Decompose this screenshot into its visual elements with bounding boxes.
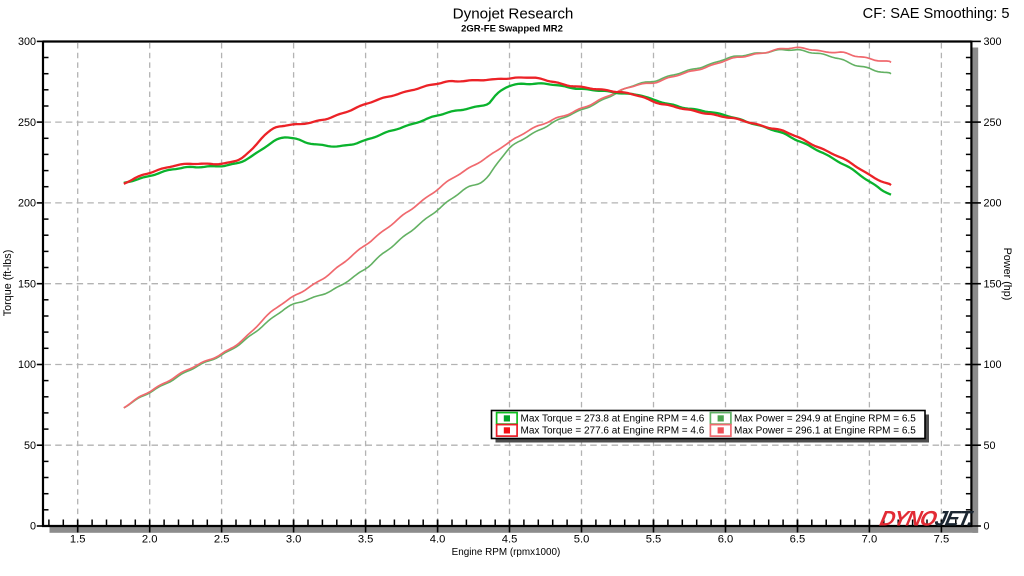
svg-text:Power (hp): Power (hp) [1001, 248, 1013, 301]
svg-text:1.5: 1.5 [70, 534, 86, 546]
svg-text:300: 300 [984, 36, 1002, 48]
svg-text:100: 100 [18, 359, 36, 371]
svg-text:5.0: 5.0 [574, 534, 590, 546]
svg-text:0: 0 [30, 521, 36, 533]
svg-text:150: 150 [18, 278, 36, 290]
svg-text:250: 250 [18, 117, 36, 129]
svg-text:6.5: 6.5 [790, 534, 806, 546]
svg-text:2.0: 2.0 [142, 534, 158, 546]
svg-text:4.0: 4.0 [430, 534, 446, 546]
svg-text:2.5: 2.5 [214, 534, 230, 546]
svg-text:Max Power = 294.9 at Engine RP: Max Power = 294.9 at Engine RPM = 6.5 [734, 414, 916, 425]
svg-text:Engine RPM (rpmx1000): Engine RPM (rpmx1000) [452, 547, 561, 558]
svg-text:DYNOJET.: DYNOJET. [878, 507, 976, 531]
svg-text:50: 50 [984, 440, 996, 452]
svg-text:6.0: 6.0 [718, 534, 734, 546]
svg-text:300: 300 [18, 36, 36, 48]
svg-text:2GR-FE Swapped MR2: 2GR-FE Swapped MR2 [461, 24, 563, 35]
svg-text:Max Power = 296.1 at Engine RP: Max Power = 296.1 at Engine RPM = 6.5 [734, 426, 916, 437]
svg-text:250: 250 [984, 117, 1002, 129]
svg-text:3.0: 3.0 [286, 534, 302, 546]
svg-text:200: 200 [18, 198, 36, 210]
svg-text:Torque (ft-lbs): Torque (ft-lbs) [2, 250, 14, 317]
svg-text:7.5: 7.5 [934, 534, 950, 546]
svg-text:4.5: 4.5 [502, 534, 518, 546]
svg-text:CF: SAE Smoothing: 5: CF: SAE Smoothing: 5 [863, 6, 1010, 22]
svg-text:5.5: 5.5 [646, 534, 662, 546]
svg-text:Max Torque = 273.8 at Engine R: Max Torque = 273.8 at Engine RPM = 4.6 [521, 414, 705, 425]
svg-text:0: 0 [984, 521, 990, 533]
svg-text:7.0: 7.0 [862, 534, 878, 546]
svg-text:50: 50 [24, 440, 36, 452]
svg-text:200: 200 [984, 198, 1002, 210]
svg-text:3.5: 3.5 [358, 534, 374, 546]
svg-text:150: 150 [984, 278, 1002, 290]
svg-text:100: 100 [984, 359, 1002, 371]
svg-text:Max Torque = 277.6 at Engine R: Max Torque = 277.6 at Engine RPM = 4.6 [521, 426, 705, 437]
svg-text:Dynojet Research: Dynojet Research [453, 6, 574, 23]
